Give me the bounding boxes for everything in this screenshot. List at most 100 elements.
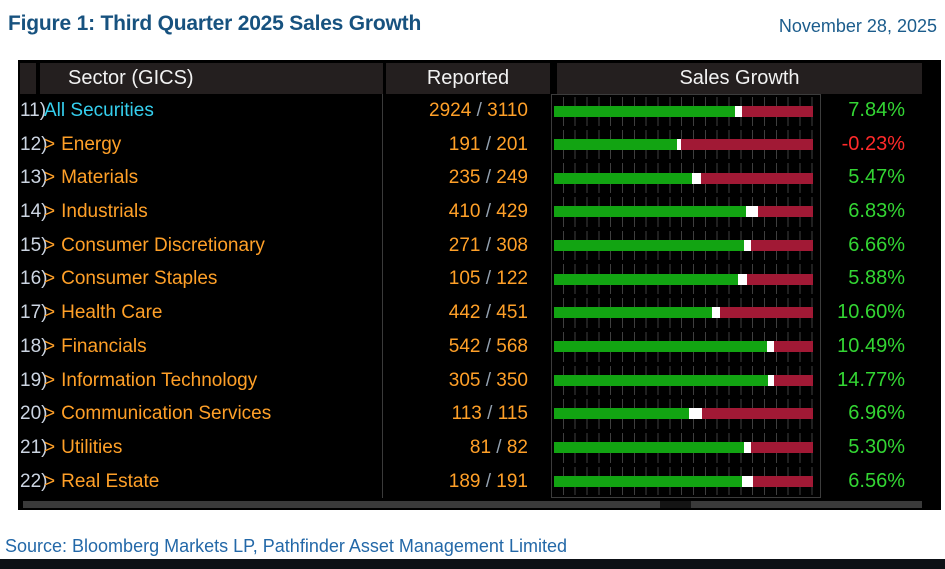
sales-growth-column-header[interactable]: Sales Growth: [557, 63, 922, 94]
row-number-column-header: [20, 63, 36, 94]
table-row[interactable]: 11) All Securities 2924 / 3110 7.84%: [18, 94, 941, 128]
sales-growth-bar: [554, 374, 813, 386]
sector-cell[interactable]: > Consumer Staples: [40, 262, 383, 297]
row-number: 18): [20, 335, 48, 357]
row-number: 14): [20, 201, 48, 223]
chevron-right-icon: >: [44, 470, 56, 492]
sales-growth-column-label: Sales Growth: [679, 67, 800, 89]
sales-growth-bar-cell: [551, 296, 821, 330]
growth-value: 10.60%: [837, 301, 905, 324]
sector-cell[interactable]: > Industrials: [40, 195, 383, 229]
source-caption: Source: Bloomberg Markets LP, Pathfinder…: [5, 536, 567, 556]
bar-miss-segment: [742, 106, 813, 118]
reported-total: 429: [496, 201, 528, 223]
table-row[interactable]: 15) > Consumer Discretionary 271 / 308 6.66%: [18, 228, 941, 263]
bar-inline-marker: [692, 172, 701, 184]
bar-inline-marker: [676, 138, 682, 150]
chevron-right-icon: >: [44, 436, 56, 458]
growth-value: 5.88%: [848, 267, 905, 290]
chevron-right-icon: >: [44, 133, 56, 155]
reported-count: 305: [448, 369, 481, 391]
table-rows: 11) All Securities 2924 / 3110 7.84% 12) > Ene…: [18, 94, 941, 499]
reported-separator: /: [480, 268, 497, 290]
reported-total: 249: [496, 167, 528, 189]
bar-beat-segment: [554, 475, 743, 487]
bar-miss-segment: [700, 172, 813, 184]
table-row[interactable]: 21) > Utilities 81 / 82 5.30%: [18, 430, 941, 465]
reported-total: 191: [496, 470, 528, 492]
bar-beat-segment: [554, 442, 745, 454]
sector-cell[interactable]: All Securities: [40, 94, 383, 128]
bar-miss-segment: [774, 374, 813, 386]
bar-inline-marker: [735, 106, 743, 118]
reported-separator: /: [471, 100, 488, 121]
growth-value: 7.84%: [848, 99, 905, 121]
bar-inline-marker: [744, 240, 752, 252]
reported-total: 308: [496, 234, 528, 256]
sector-cell[interactable]: > Utilities: [40, 430, 383, 465]
reported-separator: /: [480, 201, 497, 223]
sales-growth-bar-cell: [551, 464, 821, 499]
row-number: 20): [20, 403, 48, 425]
table-row[interactable]: 13) > Materials 235 / 249 5.47%: [18, 161, 941, 196]
row-number: 15): [20, 234, 48, 256]
sector-cell[interactable]: > Financials: [40, 329, 383, 364]
sector-cell[interactable]: > Health Care: [40, 296, 383, 330]
reported-column-label: Reported: [426, 67, 510, 89]
growth-value: 5.30%: [848, 435, 905, 458]
reported-cell: 113 / 115: [383, 397, 551, 431]
bar-inline-marker: [688, 408, 702, 420]
growth-value: -0.23%: [841, 132, 905, 155]
chevron-right-icon: >: [44, 234, 56, 256]
growth-value: 10.49%: [837, 334, 905, 357]
sector-cell[interactable]: > Real Estate: [40, 464, 383, 499]
table-row[interactable]: 12) > Energy 191 / 201 -0.23%: [18, 127, 941, 162]
sector-label: Financials: [61, 335, 147, 357]
reported-cell: 271 / 308: [383, 229, 551, 263]
chevron-right-icon: >: [44, 268, 56, 290]
reported-total: 82: [506, 436, 528, 458]
growth-value: 5.47%: [848, 166, 905, 189]
sector-label: Real Estate: [61, 470, 160, 492]
reported-separator: /: [480, 335, 497, 357]
row-number: 17): [20, 302, 48, 324]
sector-cell[interactable]: > Materials: [40, 161, 383, 196]
sector-column-header[interactable]: Sector (GICS): [40, 63, 383, 94]
row-number: 19): [20, 369, 48, 391]
bar-beat-segment: [554, 240, 745, 252]
sector-cell[interactable]: > Energy: [40, 127, 383, 162]
chevron-right-icon: >: [44, 201, 56, 223]
bar-miss-segment: [751, 240, 813, 252]
sector-cell[interactable]: > Consumer Discretionary: [40, 228, 383, 263]
sector-cell[interactable]: > Communication Services: [40, 397, 383, 431]
bar-inline-marker: [712, 307, 720, 319]
bar-miss-segment: [681, 138, 814, 150]
table-row[interactable]: 16) > Consumer Staples 105 / 122 5.88%: [18, 262, 941, 297]
reported-column-header[interactable]: Reported: [386, 63, 550, 94]
table-row[interactable]: 17) > Health Care 442 / 451 10.60%: [18, 296, 941, 330]
sector-label: Industrials: [61, 201, 148, 223]
table-row[interactable]: 14) > Industrials 410 / 429 6.83%: [18, 195, 941, 229]
sector-cell[interactable]: > Information Technology: [40, 363, 383, 398]
scrollbar-notch: [660, 501, 691, 508]
horizontal-scrollbar[interactable]: [23, 501, 922, 508]
chevron-right-icon: >: [44, 369, 56, 391]
growth-value: 6.96%: [848, 402, 905, 425]
sector-label: Utilities: [61, 436, 123, 458]
growth-value: 6.83%: [848, 200, 905, 223]
reported-separator: /: [480, 133, 497, 155]
table-row[interactable]: 22) > Real Estate 189 / 191 6.56%: [18, 464, 941, 499]
bar-miss-segment: [757, 206, 813, 218]
table-row[interactable]: 18) > Financials 542 / 568 10.49%: [18, 329, 941, 364]
reported-cell: 191 / 201: [383, 128, 551, 162]
reported-total: 115: [497, 403, 528, 425]
table-row[interactable]: 20) > Communication Services 113 / 115 6.96%: [18, 397, 941, 431]
sales-growth-bar: [554, 408, 813, 420]
figure-title: Figure 1: Third Quarter 2025 Sales Growt…: [8, 12, 422, 35]
bar-beat-segment: [554, 307, 713, 319]
reported-cell: 81 / 82: [383, 431, 551, 465]
table-row[interactable]: 19) > Information Technology 305 / 350 14.77…: [18, 363, 941, 398]
bar-miss-segment: [719, 307, 813, 319]
bar-beat-segment: [554, 172, 693, 184]
